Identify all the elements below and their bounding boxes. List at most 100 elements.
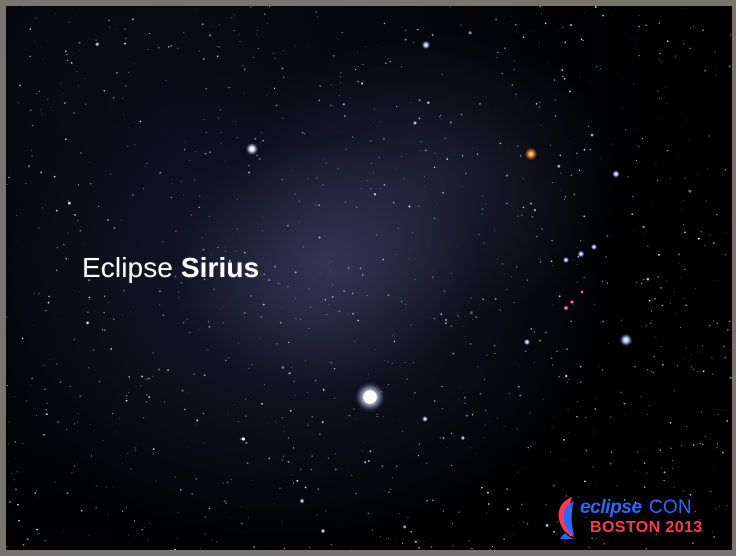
tiny-star [661,345,663,347]
tiny-star [382,258,384,261]
tiny-star [672,460,674,462]
tiny-star [175,230,177,232]
tiny-star [19,84,21,87]
tiny-star [30,384,32,386]
tiny-star [257,48,259,50]
tiny-star [716,322,719,325]
tiny-star [144,377,145,379]
tiny-star [191,493,193,495]
tiny-star [325,162,328,164]
tiny-star [16,470,19,473]
tiny-star [686,425,687,427]
tiny-star [553,417,554,419]
tiny-star [624,33,626,34]
presentation-slide: Eclipse Sirius eclipse CON BOSTON 2013 [6,6,732,550]
tiny-star [412,41,415,44]
tiny-star [726,328,729,331]
tiny-star [105,486,107,488]
tiny-star [77,184,80,186]
tiny-star [417,28,419,31]
tiny-star [554,79,556,81]
tiny-star [387,294,390,297]
tiny-star [722,451,724,454]
tiny-star [64,138,67,141]
tiny-star [565,495,567,497]
tiny-star [282,455,284,457]
tiny-star [86,321,89,325]
tiny-star [341,32,343,34]
tiny-star [223,500,226,503]
tiny-star [650,322,652,324]
tiny-star [129,311,131,313]
tiny-star [119,417,121,419]
tiny-star [441,73,443,75]
tiny-star [17,503,19,506]
tiny-star [505,288,508,291]
tiny-star [240,506,242,508]
tiny-star [378,157,380,159]
tiny-star [161,241,163,243]
tiny-star [577,496,579,498]
tiny-star [481,486,483,489]
tiny-star [683,43,685,45]
tiny-star [60,83,62,85]
tiny-star [291,474,293,476]
tiny-star [623,402,626,405]
tiny-star [340,82,342,84]
tiny-star [45,408,47,411]
tiny-star [662,363,664,366]
tiny-star [418,546,420,549]
tiny-star [461,155,464,157]
tiny-star [579,365,582,368]
tiny-star [11,467,13,469]
tiny-star [353,408,355,410]
tiny-star [316,514,318,516]
tiny-star [38,532,40,535]
tiny-star [376,414,378,415]
tiny-star [196,419,199,422]
tiny-star [226,481,229,484]
tiny-star [199,195,201,197]
tiny-star [273,52,275,54]
tiny-star [412,232,413,234]
tiny-star [543,399,545,400]
tiny-star [376,44,378,46]
tiny-star [78,41,81,44]
tiny-star [437,204,438,205]
star-bottom-center [320,528,326,534]
tiny-star [121,418,123,419]
tiny-star [178,297,180,299]
tiny-star [442,437,445,439]
tiny-star [433,217,435,219]
tiny-star [50,107,52,108]
tiny-star [699,442,701,444]
tiny-star [87,311,89,314]
tiny-star [347,267,350,269]
tiny-star [444,138,446,139]
tiny-star [77,462,79,463]
tiny-star [163,130,165,131]
tiny-star [190,214,192,216]
tiny-star [262,303,265,306]
tiny-star [465,414,468,417]
tiny-star [673,487,675,489]
tiny-star [31,155,34,157]
tiny-star [335,468,337,471]
tiny-star [274,58,276,60]
tiny-star [508,534,510,536]
tiny-star [407,516,409,518]
tiny-star [611,143,614,145]
tiny-star [89,161,90,163]
tiny-star [125,399,128,402]
tiny-star [683,223,685,226]
tiny-star [59,312,61,314]
tiny-star [458,398,459,400]
tiny-star [670,447,672,450]
tiny-star [515,93,517,96]
tiny-star [7,443,9,445]
tiny-star [366,294,368,297]
tiny-star [141,529,143,531]
tiny-star [725,254,727,256]
star-lower-right [619,333,633,347]
tiny-star [506,488,508,490]
